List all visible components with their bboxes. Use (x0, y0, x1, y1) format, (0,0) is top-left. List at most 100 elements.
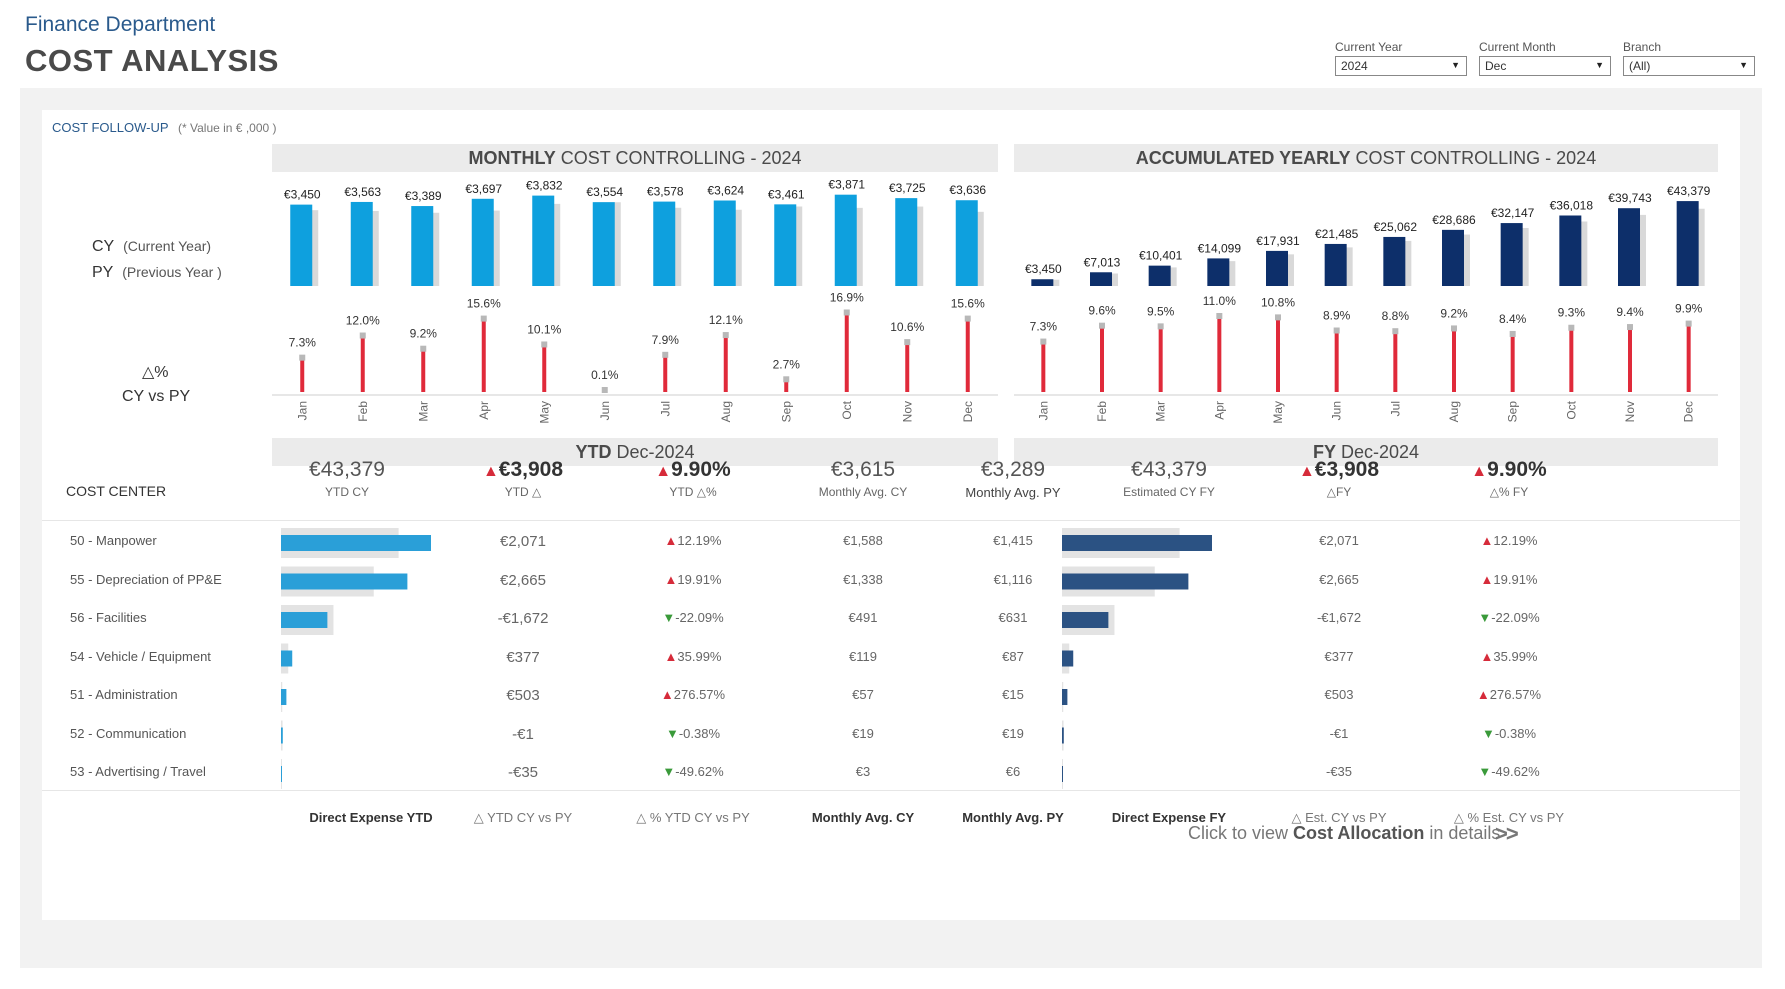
delta-cap (1099, 322, 1105, 329)
cy-value-label: €3,563 (344, 185, 381, 199)
delta-value-label: 9.5% (1147, 304, 1175, 318)
header-bold: MONTHLY (468, 148, 556, 168)
table-row[interactable]: 54 - Vehicle / Equipment €377 ▲35.99% €119 €… (42, 637, 1740, 676)
kpi-label: YTD CY (324, 485, 369, 499)
current-year-select[interactable]: 2024 ▼ (1335, 56, 1467, 76)
cy-value-label: €3,450 (1025, 262, 1062, 276)
table-row[interactable]: 56 - Facilities -€1,672 ▼-22.09% €491 €631 -€… (42, 598, 1740, 637)
ytd-cy-bar (281, 612, 328, 628)
month-tick-label: Apr (477, 401, 491, 420)
month-tick-label: Mar (1154, 401, 1168, 422)
cy-value-label: €7,013 (1084, 255, 1121, 269)
kpi-card: €43,379 YTD CY (262, 458, 432, 499)
delta-cap (1451, 325, 1457, 332)
cost-center-name: 51 - Administration (70, 687, 178, 702)
table-row[interactable]: 53 - Advertising / Travel -€35 ▼-49.62% €3 €… (42, 752, 1740, 791)
cy-value-label: €3,636 (949, 183, 986, 197)
cost-allocation-link[interactable]: Click to view Cost Allocation in details (1188, 823, 1500, 844)
department-title: Finance Department (25, 13, 216, 36)
yearly-cost-chart: €3,450 7.3% Jan €7,013 9.6% Feb €10,401 9.5% Mar… (1014, 184, 1718, 424)
cy-bar (895, 198, 918, 286)
cy-row-label: CY (Current Year) (92, 238, 211, 256)
table-divider (42, 790, 1740, 791)
ytd-delta-value: €503 (506, 687, 540, 704)
ytd-pct-value: ▲19.91% (664, 571, 722, 587)
monthly-avg-py-value: €6 (1005, 764, 1021, 779)
delta-bar (481, 318, 486, 392)
fy-delta-value: -€35 (1325, 764, 1353, 779)
table-row[interactable]: 50 - Manpower €2,071 ▲12.19% €1,588 €1,415 €2… (42, 521, 1740, 560)
table-row[interactable]: 52 - Communication -€1 ▼-0.38% €19 €19 -€1 ▼-0… (42, 714, 1740, 753)
cy-bar (1324, 243, 1347, 286)
up-triangle-icon: ▲ (664, 571, 678, 587)
kpi-label: YTD △% (669, 485, 717, 499)
current-month-filter: Current Month Dec ▼ (1479, 40, 1611, 76)
delta-bar (542, 344, 547, 392)
fy-delta-value: -€1 (1329, 725, 1349, 741)
kpi-label: YTD △ (504, 485, 542, 499)
ytd-pct-value: ▼-22.09% (662, 610, 724, 625)
cy-bar (1266, 250, 1288, 286)
month-tick-label: Dec (1682, 401, 1696, 422)
branch-select[interactable]: (All) ▼ (1623, 56, 1755, 76)
delta-bar (1334, 330, 1339, 392)
cost-center-name: 54 - Vehicle / Equipment (70, 648, 211, 664)
delta-value-label: 7.9% (652, 333, 680, 347)
table-row[interactable]: 55 - Depreciation of PP&E €2,665 ▲19.91% €1… (42, 560, 1740, 599)
chevron-down-icon: ▼ (1739, 60, 1748, 70)
ytd-pct-value: ▼-49.62% (662, 764, 724, 779)
current-month-select[interactable]: Dec ▼ (1479, 56, 1611, 76)
kpi-value: ▲9.90% (1424, 458, 1594, 482)
ytd-cy-bar (281, 573, 408, 590)
table-row[interactable]: 51 - Administration €503 ▲276.57% €57 €15 €50… (42, 675, 1740, 714)
delta-cap (1627, 324, 1633, 331)
fy-cy-bar (1062, 573, 1189, 590)
delta-cap (1333, 327, 1340, 334)
delta-bar (300, 357, 305, 392)
ytd-cy-bar (281, 727, 283, 744)
delta-cap (359, 332, 366, 339)
monthly-chart-header: MONTHLY COST CONTROLLING - 2024 (272, 144, 998, 172)
up-triangle-icon: ▲ (1476, 687, 1490, 702)
month-tick-label: Jan (1036, 401, 1050, 420)
kpi-card: €3,289 Monthly Avg. PY (928, 458, 1098, 500)
month-tick-label: Jun (598, 401, 612, 420)
current-year-filter: Current Year 2024 ▼ (1335, 40, 1467, 76)
fy-delta-value: €2,071 (1319, 533, 1359, 548)
delta-value-label: 9.2% (410, 327, 438, 341)
kpi-label: Monthly Avg. PY (965, 485, 1061, 500)
monthly-avg-py-value: €87 (1002, 648, 1024, 664)
column-footer-label: △ % YTD CY vs PY (636, 810, 750, 825)
fy-delta-value: €2,665 (1319, 571, 1359, 587)
column-footer-label: △ % Est. CY vs PY (1453, 810, 1565, 825)
ytd-cy-bar (281, 535, 431, 551)
monthly-avg-cy-value: €19 (852, 725, 874, 741)
delta-value-label: 9.4% (1616, 305, 1644, 319)
cy-bar (592, 202, 615, 286)
fy-delta-value: €377 (1324, 648, 1354, 664)
double-chevron-right-icon[interactable]: >> (1495, 821, 1519, 846)
filter-label: Current Year (1335, 40, 1403, 54)
delta-value-label: 8.9% (1323, 309, 1351, 323)
delta-cap (420, 345, 427, 352)
month-tick-label: Feb (1095, 401, 1109, 422)
cost-center-name: 50 - Manpower (70, 533, 157, 548)
filter-label: Current Month (1479, 40, 1556, 54)
kpi-value: ▲9.90% (608, 458, 778, 482)
cy-bar (1618, 208, 1640, 286)
delta-bar (421, 348, 426, 392)
month-tick-label: Nov (900, 401, 914, 422)
kpi-card: ▲9.90% △% FY (1424, 458, 1594, 499)
cy-value-label: €10,401 (1139, 249, 1183, 263)
delta-cap (541, 341, 548, 348)
header-bold: ACCUMULATED YEARLY (1135, 148, 1351, 168)
kpi-card: €43,379 Estimated CY FY (1084, 458, 1254, 499)
month-tick-label: Jul (1388, 401, 1402, 416)
month-tick-label: Apr (1212, 401, 1226, 420)
cost-center-name: 52 - Communication (70, 725, 187, 741)
delta-value-label: 10.1% (527, 322, 561, 336)
month-tick-label: Jan (295, 401, 309, 420)
delta-bar (965, 318, 970, 392)
up-triangle-icon: ▲ (1480, 571, 1494, 587)
select-value: Dec (1485, 59, 1507, 73)
